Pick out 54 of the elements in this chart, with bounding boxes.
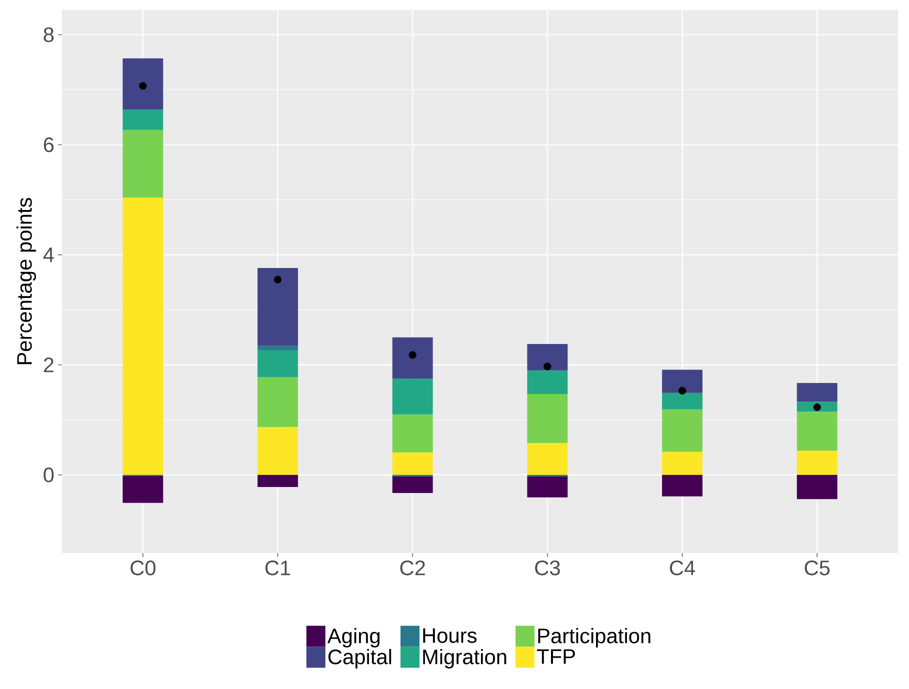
bar	[662, 474, 702, 496]
bar	[796, 412, 838, 451]
x-tick-label: C2	[400, 560, 425, 576]
y-tick-label: 4	[43, 248, 54, 262]
point	[544, 362, 552, 370]
bar	[258, 268, 298, 346]
bar	[392, 414, 433, 452]
legend-label: Migration	[423, 648, 506, 668]
bar	[392, 378, 433, 414]
point	[274, 276, 282, 284]
legend-label: Capital	[328, 648, 392, 668]
y-tick-label: 0	[44, 467, 54, 482]
y-axis-title: Percentage points	[16, 198, 36, 364]
bar	[527, 476, 568, 498]
y-tick-label: 8	[44, 27, 54, 42]
bar	[392, 337, 433, 379]
bar	[122, 476, 164, 503]
bar	[796, 450, 838, 475]
y-tick-label: 6	[44, 137, 54, 152]
legend-label: Participation	[538, 628, 650, 648]
x-tick-label: C0	[130, 560, 156, 576]
legend-label: Aging	[327, 628, 380, 648]
point	[813, 403, 821, 412]
x-tick-label: C1	[265, 560, 290, 576]
bar	[392, 452, 433, 475]
bar	[122, 130, 164, 198]
x-tick-label: C5	[804, 560, 830, 576]
bar	[527, 394, 568, 443]
point	[408, 351, 416, 359]
bar	[527, 344, 568, 370]
bar	[258, 346, 298, 350]
bar	[662, 409, 702, 452]
bar	[258, 350, 298, 377]
bar	[122, 110, 164, 130]
bar	[796, 383, 838, 402]
bar	[796, 474, 838, 500]
y-tick-label: 2	[44, 358, 54, 372]
bar	[662, 392, 702, 410]
bar	[258, 474, 298, 487]
bar	[122, 198, 164, 475]
bar	[392, 476, 433, 494]
bar	[527, 370, 568, 394]
bar	[527, 442, 568, 475]
legend-label: TFP	[536, 649, 575, 664]
point	[139, 82, 147, 90]
point	[678, 386, 686, 395]
bar	[258, 427, 298, 475]
x-tick-label: C3	[535, 560, 560, 576]
bar	[662, 370, 702, 393]
bar	[122, 58, 164, 110]
bar	[258, 376, 298, 428]
bar	[662, 452, 702, 475]
legend-label: Hours	[423, 628, 477, 643]
x-tick-label: C4	[670, 560, 696, 576]
